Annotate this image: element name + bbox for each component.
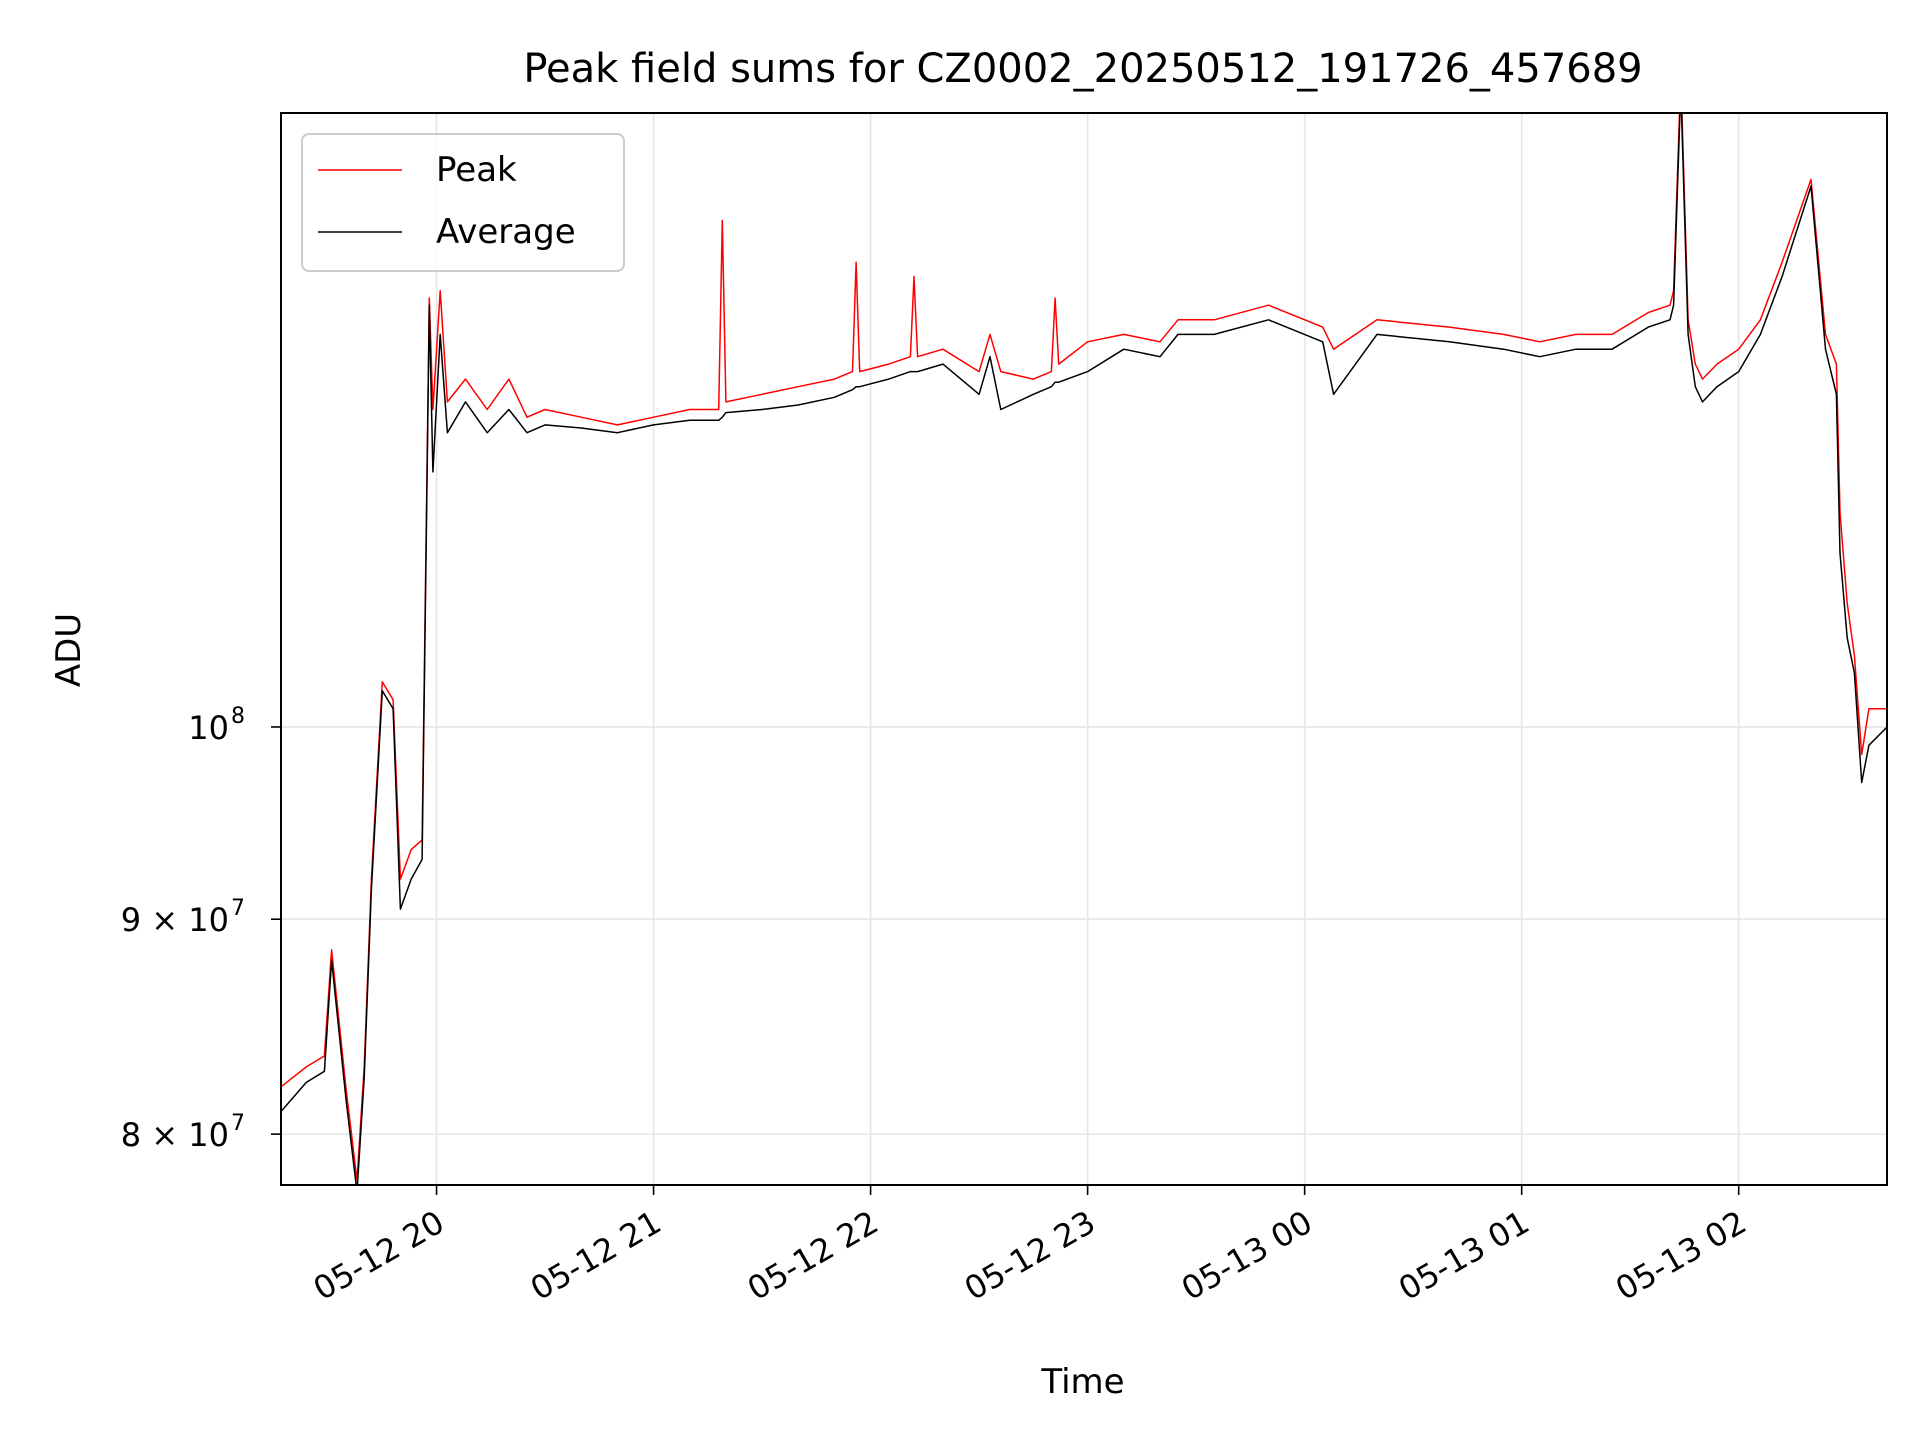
- y-tick-label-base: 9 × 10: [121, 901, 229, 939]
- y-tick-label-exponent: 7: [231, 896, 245, 921]
- y-tick-label: 9 × 10 7: [121, 896, 245, 939]
- y-tick-label: 10 8: [188, 704, 245, 747]
- legend: Peak Average: [301, 133, 625, 272]
- chart-title: Peak field sums for CZ0002_20250512_1917…: [523, 46, 1642, 92]
- legend-label-peak: Peak: [436, 150, 517, 190]
- axes-frame: [280, 112, 1888, 1186]
- legend-box: [301, 133, 625, 272]
- grid: [281, 113, 1887, 1185]
- y-tick-label: 8 × 10 7: [121, 1111, 245, 1154]
- x-axis-label: Time: [1040, 1362, 1124, 1402]
- y-tick-label-exponent: 7: [231, 1111, 245, 1136]
- y-axis-ticks: 10 89 × 10 78 × 10 7: [121, 704, 281, 1154]
- y-tick-label-base: 8 × 10: [121, 1116, 229, 1154]
- y-tick-label-base: 10: [188, 709, 229, 747]
- plot-series: [281, 113, 1887, 1185]
- legend-label-average: Average: [436, 212, 576, 252]
- y-axis-label: ADU: [49, 613, 89, 687]
- y-tick-label-exponent: 8: [231, 704, 245, 729]
- series-line-average: [281, 113, 1887, 1185]
